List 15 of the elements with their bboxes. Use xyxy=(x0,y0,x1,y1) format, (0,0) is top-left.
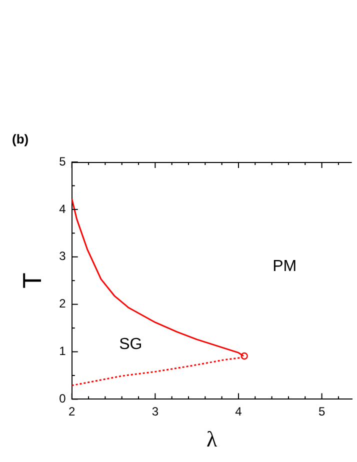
y-tick-label: 4 xyxy=(59,202,66,216)
text: (b) xyxy=(12,132,29,147)
annotation: PM xyxy=(272,258,297,275)
x-tick-label: 3 xyxy=(152,404,159,419)
x-tick-label: 4 xyxy=(235,404,242,419)
y-axis-title: T xyxy=(16,272,47,289)
annotation: SG xyxy=(119,336,142,354)
x-axis-title: λ xyxy=(206,426,218,452)
x-tick-label: 5 xyxy=(318,404,326,419)
x-tick-label: 2 xyxy=(68,404,76,419)
y-tick-label: 5 xyxy=(59,154,66,168)
y-tick-label: 0 xyxy=(59,392,66,406)
y-tick-label: 3 xyxy=(59,249,66,264)
y-tick-label: 1 xyxy=(59,344,66,358)
y-tick-label: 2 xyxy=(59,296,66,311)
